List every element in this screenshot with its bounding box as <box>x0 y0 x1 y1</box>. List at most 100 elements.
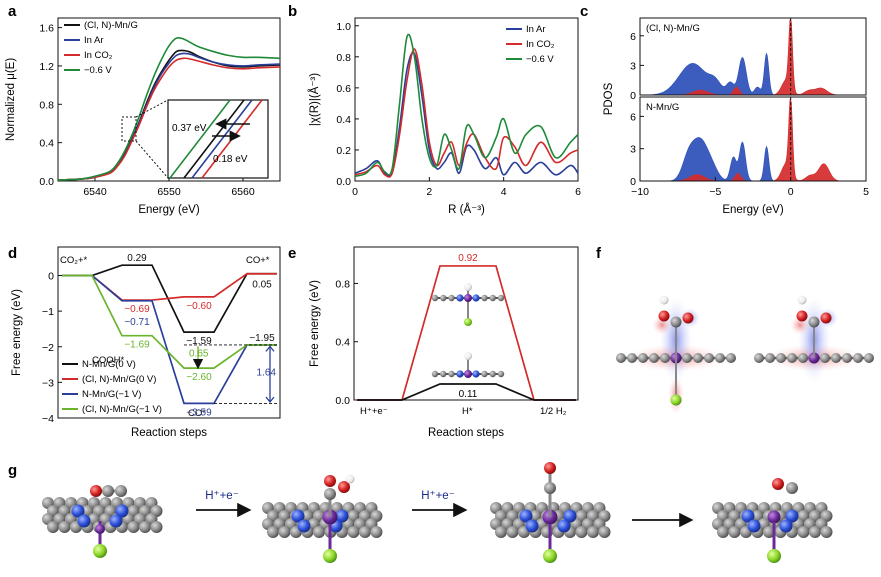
carbon-atom <box>115 485 127 497</box>
adsorbate-model-top <box>431 283 505 326</box>
carbon-atom <box>481 294 488 302</box>
carbon-atom <box>139 521 151 533</box>
legend-entry: In CO₂ <box>84 50 113 61</box>
inset-series-1 <box>183 99 245 179</box>
reaction-arrow-label: H⁺+e⁻ <box>421 490 455 502</box>
scheme-state-2 <box>262 474 383 563</box>
carbon-atom <box>489 294 496 302</box>
panel-c: 0 −1 −2 −3 −4 Reaction steps Free energy (eV) C… <box>11 246 281 439</box>
panel-b: 0 2 4 6 0.0 0.2 0.4 0.6 0.8 1.0 R (Å⁻³) |χ(R)|(Å⁻³)… <box>308 17 581 216</box>
value-label: 0.65 <box>189 349 209 360</box>
carbon-atom <box>544 482 556 494</box>
arrow-head <box>265 345 275 352</box>
oxygen-atom <box>338 481 350 493</box>
oxygen-atom <box>324 475 336 487</box>
zoom-region-box <box>121 116 137 142</box>
panel-letter-c: c <box>580 3 588 20</box>
nitrogen-atom <box>747 519 761 533</box>
value-label: −0.60 <box>186 301 212 312</box>
carbon-atom <box>575 526 588 538</box>
x-tick-label: 5 <box>863 186 869 198</box>
carbon-atom <box>495 526 507 538</box>
y-tick-label: 1.2 <box>39 61 54 73</box>
value-label: −1.69 <box>124 340 150 351</box>
x-tick-label: 0 <box>788 186 794 198</box>
plot-frame-e <box>639 17 867 96</box>
carbon-atom <box>440 370 447 378</box>
y-tick-label: 0.0 <box>335 395 350 407</box>
y-tick-label: 0.4 <box>335 337 350 349</box>
carbon-atom <box>798 353 808 363</box>
inset-series-2 <box>191 99 253 179</box>
value-label: 0.29 <box>127 253 147 264</box>
state-label: CO₂+* <box>60 255 87 266</box>
carbon-atom <box>616 353 626 363</box>
legend-entry: In Ar <box>526 24 546 35</box>
carbon-atom <box>587 526 599 538</box>
nitrogen-atom <box>779 519 793 533</box>
y-tick-label: 0 <box>630 176 636 188</box>
series-line-3 <box>57 36 281 181</box>
carbon-atom <box>489 370 496 378</box>
value-label: −1.59 <box>186 336 212 347</box>
carbon-atom <box>765 353 775 363</box>
pdos-subpanel-0: 0 3 6 (Cl, N)-Mn/G <box>630 17 867 102</box>
panel-g: H⁺+e⁻ H⁺+e⁻ <box>42 462 833 563</box>
y-tick-label: 0.4 <box>336 114 351 126</box>
carbon-atom <box>715 353 725 363</box>
carbon-atom <box>670 316 682 328</box>
y-tick-label: 6 <box>630 31 636 43</box>
carbon-atom <box>497 370 505 378</box>
panel-letter-f: f <box>596 245 602 262</box>
energy-profile-3 <box>62 274 277 369</box>
x-axis-label: Reaction steps <box>131 427 207 439</box>
x-tick-label: 4 <box>501 186 507 198</box>
y-axis-label: |χ(R)|(Å⁻³) <box>308 73 321 126</box>
plot-frame-b <box>354 17 579 182</box>
legend-entry: −0.6 V <box>526 54 554 65</box>
oxygen-atom <box>772 478 784 490</box>
carbon-atom <box>347 526 360 538</box>
legend-entry: (Cl, N)-Mn/G(0 V) <box>82 374 156 385</box>
nitrogen-atom <box>563 509 577 523</box>
chlorine-atom <box>464 318 472 326</box>
value-label: 0.11 <box>459 389 478 400</box>
y-tick-label: 0 <box>630 90 636 102</box>
carbon-atom <box>448 294 455 302</box>
x-tick-label: 2 <box>426 186 432 198</box>
y-axis-label: PDOS <box>603 82 615 115</box>
nitrogen-atom <box>291 509 305 523</box>
panel-letter-b: b <box>288 3 297 20</box>
series-line-2 <box>354 33 579 178</box>
legend-a: (Cl, N)-Mn/G In Ar In CO₂ −0.6 V <box>64 20 138 76</box>
y-tick-label: 0.0 <box>39 176 54 188</box>
panel-letter-a: a <box>8 3 17 20</box>
state-label: 1/2 H₂ <box>540 406 567 417</box>
legend-entry: In CO₂ <box>526 39 555 50</box>
zoom-connector <box>135 140 169 179</box>
arrow-head <box>265 396 275 404</box>
charge-density-model <box>754 295 874 382</box>
carbon-atom <box>728 526 741 538</box>
value-label: −2.60 <box>186 372 212 383</box>
carbon-atom <box>831 353 841 363</box>
scheme-state-3 <box>490 462 611 563</box>
scheme-state-1 <box>42 485 163 558</box>
panel-a: 6540 6550 6560 0.0 0.4 0.8 1.2 1.6 Energy (eV) No… <box>5 17 281 216</box>
y-axis-label: Normalized μ(E) <box>5 58 17 141</box>
carbon-atom <box>820 526 833 538</box>
carbon-atom <box>704 353 714 363</box>
legend-entry: N-Mn/G(−1 V) <box>82 389 141 400</box>
value-label: −0.71 <box>124 317 150 328</box>
carbon-atom <box>370 526 383 538</box>
nitrogen-atom <box>109 514 123 528</box>
y-tick-label: −4 <box>42 413 54 425</box>
oxygen-atom <box>658 310 670 322</box>
nitrogen-atom <box>456 294 464 302</box>
carbon-atom <box>359 526 371 538</box>
carbon-atom <box>864 353 874 363</box>
x-tick-label: −5 <box>709 186 721 198</box>
nitrogen-atom <box>77 514 91 528</box>
catalyst-slab <box>42 497 163 533</box>
